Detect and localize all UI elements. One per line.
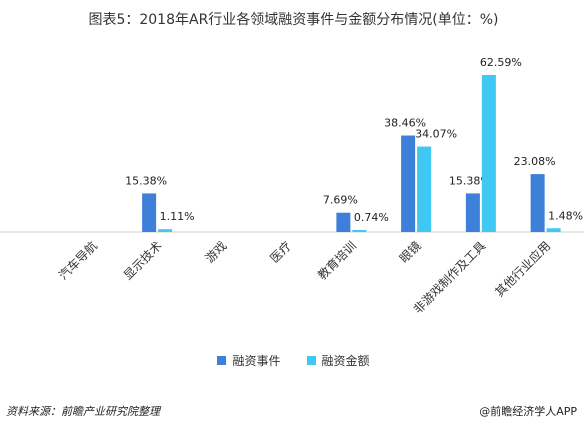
x-tick-label-0: 汽车导航 [55,238,100,283]
x-tick-label-5: 眼镜 [396,238,424,266]
data-label-events-7: 23.08% [514,155,556,168]
x-tick-label-1: 显示技术 [121,239,165,283]
legend-swatch-amount [306,356,316,365]
bar-events-4 [336,212,351,232]
credit-note: @前瞻经济学人APP [479,405,577,418]
chart-title: 图表5：2018年AR行业各领域融资事件与金额分布情况(单位：%) [88,12,499,28]
legend-swatch-events [217,356,227,365]
data-label-amount-5: 34.07% [415,128,457,141]
bar-events-1 [142,193,157,232]
data-label-events-5: 38.46% [384,117,426,130]
data-label-events-1: 15.38% [125,174,167,187]
legend-item-amount: 融资金额 [306,352,370,369]
bar-chart: 汽车导航 15.38% 1.11% 显示技术 游戏 医疗 7.69% 0.74% 教育培训 38.… [0,56,584,317]
data-label-amount-7: 1.48% [548,209,583,222]
bar-events-5 [401,135,416,232]
data-label-events-4: 7.69% [323,194,358,207]
legend-label-events: 融资事件 [232,354,281,368]
x-tick-label-6: 非游戏制作及工具 [411,239,489,317]
x-tick-label-3: 医疗 [267,239,294,266]
data-label-events-6: 15.38% [449,174,491,187]
x-tick-label-4: 教育培训 [314,238,359,283]
data-label-amount-1: 1.11% [160,210,195,223]
chart-legend: 融资事件 融资金额 [0,352,587,369]
x-tick-label-2: 游戏 [203,239,230,266]
bar-amount-5 [417,146,432,232]
bar-events-7 [530,174,545,232]
x-tick-label-7: 其他行业应用 [492,238,554,300]
bar-events-6 [465,193,480,232]
bar-amount-6 [481,75,496,232]
source-note: 资料来源：前瞻产业研究院整理 [6,405,160,418]
bar-amount-4 [352,230,367,232]
data-label-amount-6: 62.59% [480,56,522,69]
data-label-amount-4: 0.74% [354,211,389,224]
bar-amount-1 [158,229,173,232]
legend-label-amount: 融资金额 [321,354,370,368]
legend-item-events: 融资事件 [217,352,281,369]
bar-amount-7 [546,228,561,232]
